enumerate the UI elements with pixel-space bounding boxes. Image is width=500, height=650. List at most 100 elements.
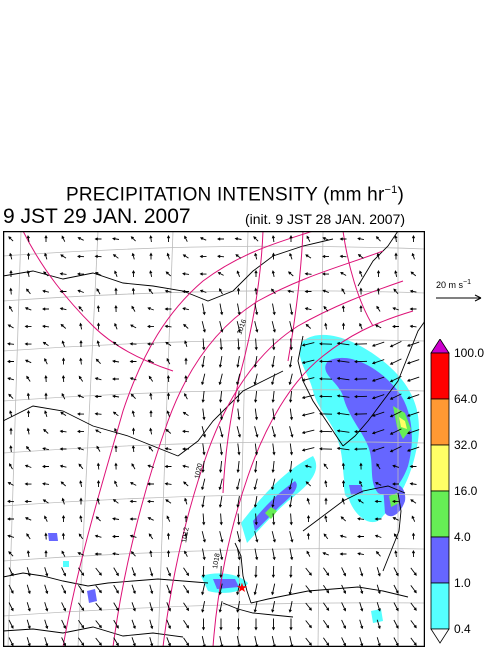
wind-arrow [339,237,347,241]
wind-arrow [131,602,136,612]
wind-arrow [78,637,85,646]
wind-arrow [340,516,347,522]
wind-arrow [149,252,153,260]
wind-arrow [26,375,31,382]
wind-arrow [201,565,205,578]
wind-arrow [322,254,330,259]
wind-arrow [336,429,350,433]
wind-arrow [357,499,364,504]
wind-arrow [336,446,350,451]
wind-arrow [130,551,136,557]
wind-arrow [392,307,399,311]
wind-arrow [389,358,402,365]
wind-arrow [406,359,420,365]
wind-arrow [392,499,400,503]
wind-arrow [77,429,85,434]
wind-arrow [410,585,417,594]
wind-arrow [219,531,224,543]
wind-arrow [182,411,189,416]
wind-arrow [44,357,48,365]
wind-arrow [305,567,312,576]
wind-arrow [131,637,136,647]
wind-arrow [95,637,102,646]
wind-arrow [236,356,240,368]
wind-arrow [237,548,241,561]
wind-arrow [301,429,315,435]
wind-arrow [24,517,32,521]
wind-arrow [336,376,350,381]
precip-band-green [265,507,277,519]
wind-arrow [96,322,101,330]
wind-arrow [371,394,385,400]
wind-arrow [219,303,224,316]
wind-arrow [202,443,206,456]
wind-arrow [61,340,65,347]
wind-arrow [184,235,188,242]
wind-arrow [59,464,67,468]
wind-arrow [289,338,293,351]
wind-arrow [184,357,188,365]
wind-arrow [341,637,347,647]
wind-arrow [237,408,241,421]
wind-arrow [8,567,14,577]
wind-arrow [7,377,15,381]
wind-arrow [306,550,311,557]
wind-arrow [323,620,330,629]
wind-arrow [148,445,154,452]
wind-arrow [219,548,224,561]
wind-arrow [341,462,345,470]
precip-spot-1 [48,533,58,541]
wind-arrow [166,357,171,365]
wind-arrow [43,428,49,434]
wind-arrow [9,410,13,418]
wind-arrow [166,584,171,595]
wind-arrow [371,359,385,365]
wind-arrow [409,324,417,328]
wind-arrow [359,619,364,630]
lat-lon-grid [3,231,425,647]
wind-arrow [183,637,190,647]
wind-arrow [112,237,120,241]
wind-arrow [182,289,189,294]
wind-arrow [184,550,188,557]
wind-arrow [389,410,402,418]
wind-arrow [95,602,102,611]
wind-arrow [410,567,417,576]
wind-arrow [59,272,67,276]
wind-arrow [339,254,347,258]
wind-arrow [270,288,276,295]
wind-arrow [272,548,276,561]
wind-arrow [183,567,190,577]
wind-arrow [323,533,329,540]
wind-arrow [375,236,381,242]
wind-arrow [359,305,363,313]
wind-arrow [237,443,241,456]
wind-arrow [237,303,241,316]
wind-arrow [289,565,293,578]
wind-arrow [61,619,67,629]
wind-arrow [336,411,350,416]
wind-arrow [199,289,207,293]
wind-arrow [236,426,241,438]
wind-arrow [26,550,30,558]
wind-arrow [61,515,66,522]
wind-arrow [271,583,276,596]
wind-arrow [254,618,258,631]
wind-arrow [322,552,329,556]
colorbar-cyan [430,582,450,630]
wind-arrow [130,236,136,242]
wind-arrow [149,270,153,277]
wind-arrow [44,584,49,595]
wind-arrow [44,567,49,577]
wind-arrow [319,447,333,451]
wind-arrow [78,602,85,611]
colorbar-green [430,490,450,538]
wind-arrow [272,303,276,316]
wind-arrow [26,235,30,243]
wind-arrow [44,375,48,383]
wind-arrow [112,534,119,539]
wind-arrow [184,497,188,505]
colorbar-label-16: 16.0 [454,484,478,498]
wind-arrow [201,601,206,613]
wind-arrow [148,375,154,382]
